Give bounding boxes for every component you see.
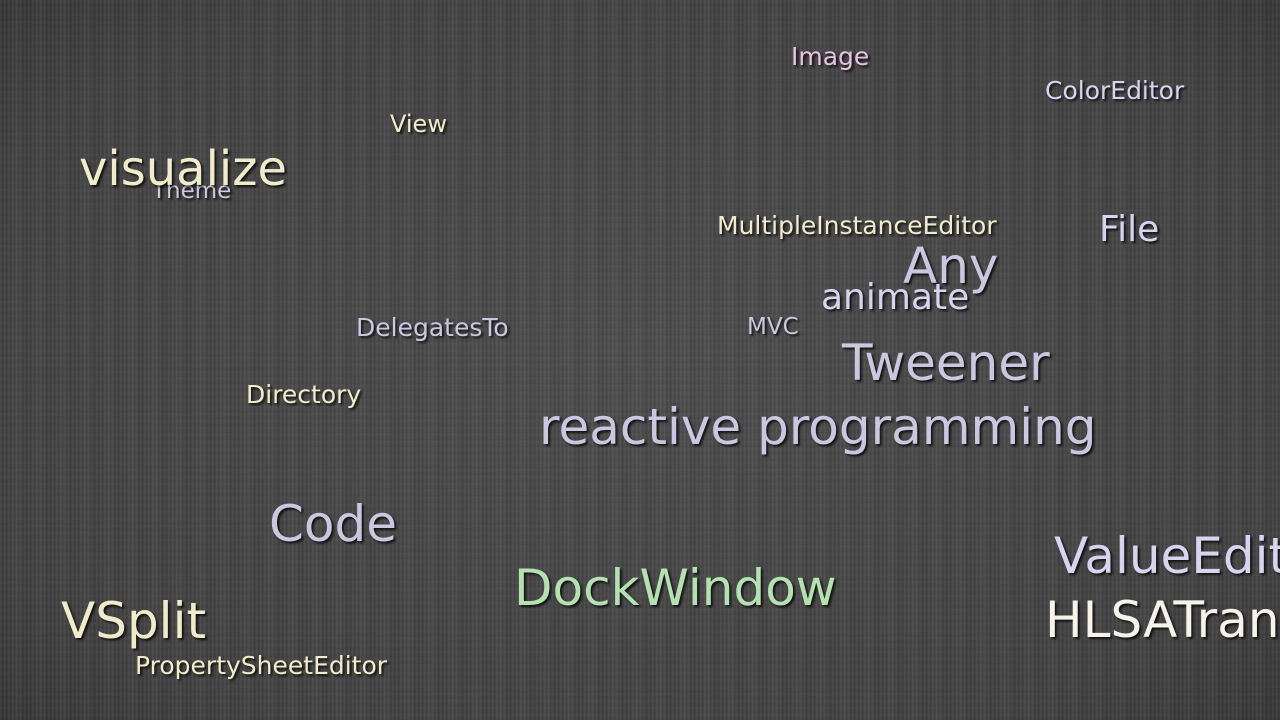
tag-property-sheet-editor[interactable]: PropertySheetEditor: [135, 651, 388, 680]
tag-directory[interactable]: Directory: [246, 380, 362, 409]
tag-theme[interactable]: Theme: [152, 178, 232, 204]
tag-multiple-instance-editor[interactable]: MultipleInstanceEditor: [717, 211, 997, 240]
tag-image[interactable]: Image: [791, 42, 870, 71]
tag-vsplit[interactable]: VSplit: [61, 592, 207, 650]
tag-hlsa-transform[interactable]: HLSATransform: [1045, 591, 1280, 649]
tag-code[interactable]: Code: [269, 495, 398, 553]
tag-value-editor[interactable]: ValueEditor: [1054, 527, 1280, 585]
tag-color-editor[interactable]: ColorEditor: [1045, 76, 1185, 105]
tag-delegates-to[interactable]: DelegatesTo: [356, 313, 509, 342]
tag-dock-window[interactable]: DockWindow: [514, 559, 837, 617]
tag-reactive-programming[interactable]: reactive programming: [539, 398, 1097, 456]
tag-file[interactable]: File: [1099, 209, 1160, 250]
tag-tweener[interactable]: Tweener: [842, 334, 1050, 392]
tag-view[interactable]: View: [390, 110, 447, 138]
tag-visualize[interactable]: visualize: [79, 141, 287, 197]
tag-mvc[interactable]: MVC: [747, 314, 799, 340]
tag-animate[interactable]: animate: [821, 277, 970, 318]
tag-any[interactable]: Any: [903, 237, 999, 295]
